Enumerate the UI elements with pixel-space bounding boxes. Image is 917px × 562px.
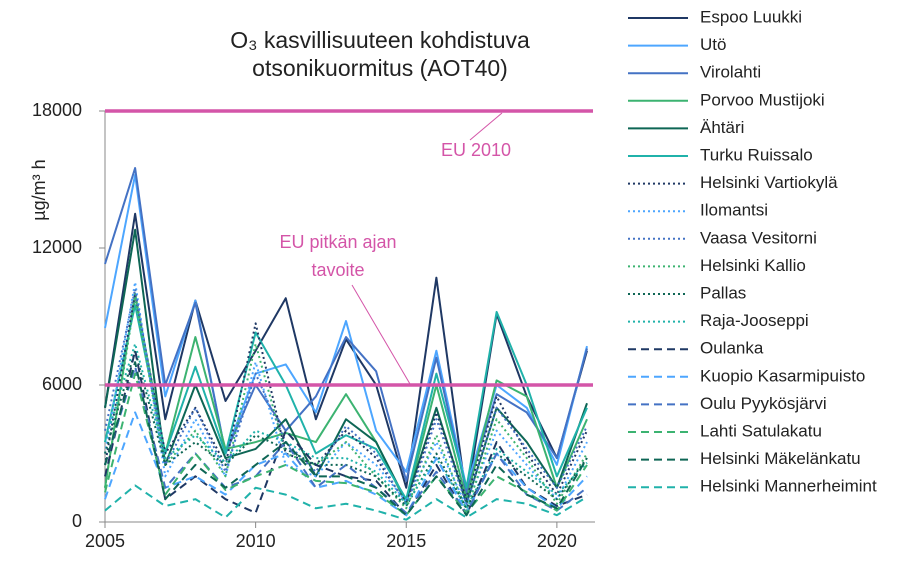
- legend-label: Turku Ruissalo: [700, 145, 813, 164]
- legend-label: Pallas: [700, 283, 746, 302]
- series-line: [104, 342, 588, 510]
- series-line: [104, 349, 588, 517]
- legend-label: Lahti Satulakatu: [700, 421, 822, 440]
- y-tick-label: 0: [72, 511, 82, 531]
- series-line: [104, 281, 588, 508]
- annotation-pointer: [351, 284, 411, 385]
- series-line: [104, 411, 588, 517]
- legend-label: Helsinki Kallio: [700, 256, 806, 275]
- series-line: [104, 365, 588, 514]
- legend-label: Espoo Luukki: [700, 7, 802, 26]
- legend-label: Oulu Pyykösjärvi: [700, 394, 827, 413]
- series-line: [104, 292, 588, 505]
- y-axis-label: µg/m³ h: [29, 159, 49, 220]
- series-line: [104, 372, 588, 517]
- chart-title: otsonikuormitus (AOT40): [252, 55, 508, 81]
- legend-label: Porvoo Mustijoki: [700, 90, 825, 109]
- series-line: [104, 167, 588, 494]
- legend-label: Helsinki Mäkelänkatu: [700, 449, 861, 468]
- legend-label: Helsinki Vartiokylä: [700, 173, 838, 192]
- legend-label: Virolahti: [700, 63, 761, 82]
- annotation: EU pitkän ajan: [279, 232, 396, 252]
- x-tick-label: 2020: [537, 531, 577, 551]
- x-tick-label: 2015: [386, 531, 426, 551]
- legend-label: Raja-Jooseppi: [700, 311, 809, 330]
- legend-label: Ilomantsi: [700, 201, 768, 220]
- series-line: [104, 304, 588, 501]
- legend-label: Utö: [700, 35, 726, 54]
- series-line: [104, 288, 588, 508]
- y-tick-label: 12000: [32, 237, 82, 257]
- legend-label: Helsinki Mannerheimint: [700, 477, 877, 496]
- x-tick-label: 2005: [85, 531, 125, 551]
- annotation: EU 2010: [441, 140, 511, 160]
- x-tick-label: 2010: [236, 531, 276, 551]
- legend-label: Vaasa Vesitorni: [700, 228, 817, 247]
- y-tick-label: 6000: [42, 374, 82, 394]
- series-line: [104, 228, 588, 505]
- annotation: tavoite: [311, 260, 364, 280]
- legend-label: Ähtäri: [700, 118, 744, 137]
- series-line: [104, 484, 588, 521]
- legend-label: Oulanka: [700, 339, 764, 358]
- y-tick-label: 18000: [32, 100, 82, 120]
- annotation-pointer: [469, 112, 503, 141]
- legend-label: Kuopio Kasarmipuisto: [700, 366, 865, 385]
- series-line: [104, 212, 588, 501]
- chart-title: O₃ kasvillisuuteen kohdistuva: [230, 27, 530, 53]
- series-line: [104, 361, 588, 517]
